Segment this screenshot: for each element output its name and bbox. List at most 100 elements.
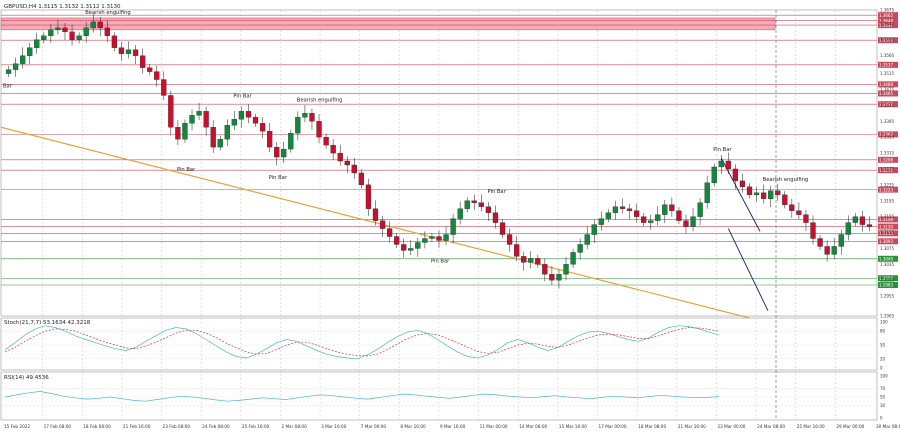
oscillators [4, 325, 720, 402]
candle-body [401, 244, 407, 251]
candle-body [619, 206, 626, 209]
candle-body [34, 39, 40, 48]
resistance-level-label: 1.3223 [879, 187, 893, 192]
candle-body [655, 214, 661, 221]
pattern-annotation: Pin Bar [487, 189, 506, 195]
stoch-main-line [4, 325, 720, 360]
time-tick-label: 2 Mar 08:00 [281, 424, 307, 429]
resistance-level-tag [878, 37, 898, 44]
pattern-annotation: Bearish engulfing [763, 177, 809, 183]
time-tick-label: 14 Mar 08:00 [519, 424, 547, 429]
resistance-level-tag [878, 81, 898, 88]
pattern-annotation: Bar [3, 83, 13, 89]
price-tick-label: 1.3035 [880, 262, 894, 267]
candle-body [252, 117, 259, 124]
candle-body [83, 27, 89, 36]
candle-body [358, 172, 364, 186]
candle-body [768, 190, 774, 199]
resistance-level-tag [878, 12, 898, 19]
resistance-level-tag [878, 22, 898, 29]
candle-body [210, 127, 216, 148]
candle-body [139, 55, 146, 68]
candle-body [125, 49, 132, 54]
price-tick-label: 1.3515 [880, 71, 894, 76]
candle-body [718, 160, 724, 168]
resistance-zone [0, 17, 776, 31]
time-tick-label: 23 Mar 00:00 [717, 424, 745, 429]
candle-body [521, 256, 527, 263]
candle-body [669, 204, 675, 211]
candle-body [450, 218, 456, 235]
stoch-title: Stoch(21,7,7) 53.1634 42.3218 [4, 320, 91, 326]
candle-body [464, 200, 470, 209]
resistance-level-label: 1.3662 [879, 13, 893, 18]
candle-body [499, 222, 506, 235]
candle-body [20, 55, 26, 64]
resistance-level-label: 1.3130 [879, 224, 893, 229]
candle-body [76, 35, 82, 40]
candle-body [365, 184, 372, 209]
price-tick-label: 1.3435 [880, 103, 894, 108]
price-tick-label: 1.3195 [880, 198, 894, 203]
candle-body [648, 220, 654, 223]
stoch-tick-label: 80 [880, 329, 886, 334]
candle-body [838, 234, 844, 247]
time-tick-label: 8 Mar 16:00 [400, 424, 426, 429]
price-tick-label: 1.3675 [880, 8, 894, 13]
candle-body [796, 210, 802, 215]
candle-body [203, 111, 209, 128]
price-tick-label: 1.3395 [880, 119, 894, 124]
time-tick-label: 15 Mar 16:00 [559, 424, 587, 429]
time-tick-label: 17 Mar 00:00 [599, 424, 627, 429]
price-tick-label: 1.3355 [880, 135, 894, 140]
candle-body [175, 127, 181, 140]
zones [0, 17, 776, 31]
candle-body [147, 67, 153, 72]
candle-body [415, 242, 421, 249]
candle-body [372, 208, 379, 221]
resistance-level-tag [878, 17, 898, 24]
pattern-annotation: Bearish engulfing [297, 97, 343, 103]
candle-body [831, 246, 837, 255]
candle-body [704, 182, 710, 203]
candle-body [866, 224, 873, 227]
stoch-signal-line [4, 327, 720, 357]
channel-top [720, 158, 761, 232]
candle-body [506, 234, 513, 245]
candle-body [344, 160, 350, 166]
candle-body [274, 146, 280, 158]
candle-body [238, 111, 245, 120]
time-tick-label: 7 Mar 00:00 [361, 424, 387, 429]
candle-body [394, 236, 400, 245]
candle-body [281, 148, 287, 158]
candle-body [584, 234, 590, 245]
resistance-level-tag [878, 131, 898, 138]
resistance-level-label: 1.3272 [879, 168, 893, 173]
candle-body [556, 274, 562, 281]
resistance-level-label: 1.3648 [879, 18, 893, 23]
candle-body [598, 218, 604, 225]
candle-body [775, 190, 781, 195]
candle-body [753, 192, 760, 195]
price-tick-label: 1.3315 [880, 151, 894, 156]
candle-body [62, 27, 68, 33]
candle-body [90, 21, 96, 29]
candle-body [379, 220, 386, 229]
annotations: Bearish engulfing Pin Bar Pin Bar Bearish e… [3, 10, 808, 264]
candle-body [443, 234, 449, 241]
candle-body [217, 139, 223, 148]
candle-body [739, 180, 746, 187]
resistance-level-label: 1.3298 [879, 158, 893, 163]
candle-body [309, 113, 315, 122]
candle-body [789, 204, 795, 211]
support-level-tag [878, 255, 898, 262]
candle-body [633, 210, 640, 217]
candle-body [69, 31, 75, 40]
candle-body [295, 117, 301, 134]
candle-body [12, 63, 19, 70]
price-tick-label: 1.2995 [880, 278, 894, 283]
candle-body [859, 216, 866, 225]
